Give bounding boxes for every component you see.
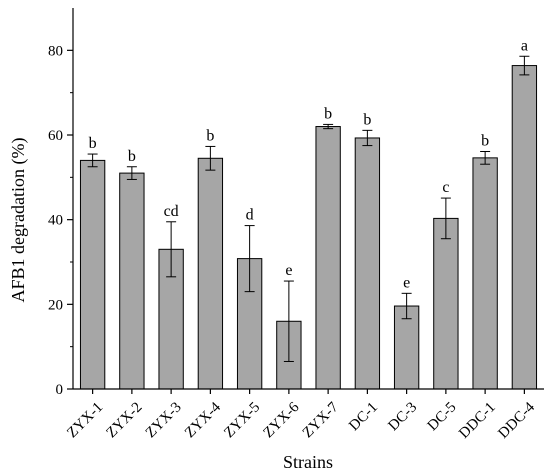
y-tick-label: 20 [48, 297, 63, 313]
bar-dc-5 [433, 217, 459, 390]
error-bar-zyx-6 [283, 280, 294, 362]
significance-label-zyx-5: d [246, 207, 254, 224]
error-bar-zyx-7 [323, 123, 334, 130]
significance-label-zyx-4: b [206, 127, 214, 144]
y-ticks-layer: 0 20 40 60 80 [48, 43, 73, 398]
error-bar-zyx-3 [166, 221, 177, 278]
x-tick-label-zyx-7: ZYX-7 [300, 399, 342, 441]
bar-zyx-1 [79, 159, 106, 390]
significance-label-dc-3: e [403, 274, 410, 291]
significance-label-zyx-6: e [285, 262, 292, 279]
significance-label-dc-5: c [442, 179, 449, 196]
error-bars-layer [87, 55, 530, 362]
error-bar-dc-3 [401, 292, 412, 320]
significance-label-zyx-2: b [128, 148, 136, 165]
x-tick-label-zyx-1: ZYX-1 [64, 399, 106, 441]
error-bar-ddc-4 [519, 55, 530, 76]
bar-zyx-7 [315, 126, 341, 390]
x-tick-label-dc-3: DC-3 [385, 399, 420, 434]
error-bar-ddc-1 [480, 151, 491, 165]
bar-ddc-1 [472, 157, 498, 390]
x-tick-label-zyx-4: ZYX-4 [182, 399, 224, 441]
x-tick-label-zyx-5: ZYX-5 [221, 399, 263, 441]
bar-zyx-4 [197, 157, 224, 390]
bar-dc-3 [393, 305, 420, 390]
axes-layer [72, 8, 544, 390]
x-tick-label-ddc-4: DDC-4 [495, 399, 538, 442]
error-bar-dc-5 [440, 197, 451, 240]
x-tick-label-dc-5: DC-5 [425, 399, 460, 434]
error-bar-zyx-4 [205, 145, 216, 171]
significance-label-zyx-3: cd [164, 203, 179, 220]
error-bar-zyx-5 [244, 225, 255, 293]
bars-layer [79, 65, 538, 390]
x-tick-label-dc-1: DC-1 [346, 399, 381, 434]
x-tick-label-ddc-1: DDC-1 [456, 399, 499, 442]
bar-zyx-2 [119, 172, 145, 390]
error-bar-zyx-2 [126, 166, 137, 180]
bar-ddc-4 [511, 65, 538, 390]
y-axis-title: AFB1 degradation (%) [8, 138, 29, 303]
x-tick-label-zyx-2: ZYX-2 [104, 399, 146, 441]
x-tick-label-zyx-3: ZYX-3 [143, 399, 185, 441]
bar-dc-1 [354, 137, 381, 390]
error-bar-dc-1 [362, 129, 373, 147]
y-tick-label: 80 [48, 43, 63, 59]
significance-label-ddc-1: b [481, 133, 489, 150]
y-tick-label: 40 [48, 213, 63, 229]
x-tick-label-zyx-6: ZYX-6 [261, 399, 303, 441]
significance-labels-layer: b b cd b d e b b e c b a [89, 37, 528, 291]
significance-label-zyx-7: b [324, 105, 332, 122]
significance-label-zyx-1: b [89, 135, 97, 152]
significance-label-ddc-4: a [521, 37, 528, 54]
significance-label-dc-1: b [363, 111, 371, 128]
y-tick-label: 60 [48, 128, 63, 144]
y-tick-label: 0 [56, 382, 64, 398]
x-axis-title: Strains [283, 452, 333, 472]
error-bar-zyx-1 [87, 153, 98, 168]
